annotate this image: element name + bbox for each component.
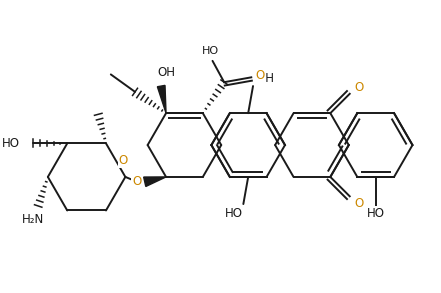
Text: HO: HO <box>366 207 385 220</box>
Polygon shape <box>157 85 166 113</box>
Text: HO: HO <box>224 207 243 220</box>
Polygon shape <box>144 177 166 186</box>
Text: O: O <box>355 197 364 209</box>
Text: O: O <box>355 81 364 93</box>
Text: O: O <box>255 69 265 82</box>
Text: O: O <box>132 175 142 188</box>
Text: OH: OH <box>257 72 275 85</box>
Text: O: O <box>119 154 128 167</box>
Text: OH: OH <box>157 66 175 79</box>
Text: H₂N: H₂N <box>22 213 45 226</box>
Text: HO: HO <box>2 137 20 150</box>
Text: HO: HO <box>202 46 219 56</box>
